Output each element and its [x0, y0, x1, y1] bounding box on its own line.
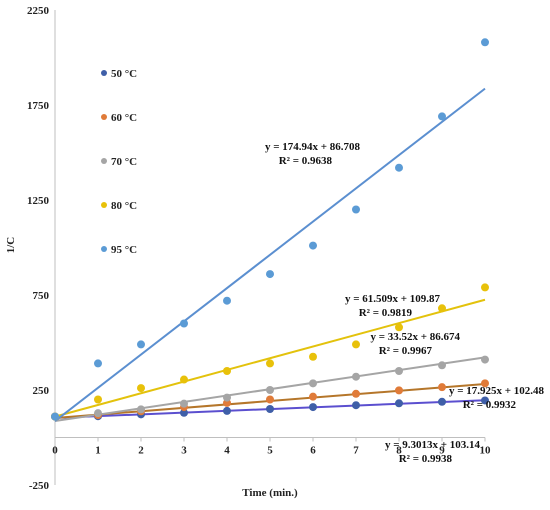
data-point	[481, 283, 489, 292]
data-point	[352, 372, 360, 381]
data-point	[180, 408, 188, 417]
x-tick-label: 7	[353, 445, 359, 457]
data-point	[352, 401, 360, 410]
data-point	[481, 396, 489, 405]
data-point	[438, 383, 446, 392]
y-tick-label: 1750	[27, 100, 50, 112]
data-point	[438, 112, 446, 121]
y-tick-label: 2250	[27, 5, 50, 17]
legend-label: 95 °C	[111, 244, 137, 256]
data-point	[309, 379, 317, 388]
trendline-equation: y = 33.52x + 86.674	[370, 331, 460, 343]
tick-labels: 0 1 2 3 4 5 6 7 8 9 10 -250 250 750 1250 1750 2250	[27, 5, 491, 492]
data-point	[94, 359, 102, 368]
data-point	[481, 38, 489, 47]
trendline-r2: R² = 0.9938	[399, 453, 453, 465]
data-point	[395, 386, 403, 395]
x-tick-label: 1	[95, 445, 101, 457]
y-tick-label: 750	[33, 290, 50, 302]
legend-marker	[101, 246, 107, 252]
x-tick-label: 4	[224, 445, 230, 457]
legend-marker	[101, 202, 107, 208]
trendline-r2: R² = 0.9638	[279, 155, 333, 167]
legend-marker	[101, 70, 107, 76]
y-tick-label: -250	[29, 480, 50, 492]
data-point	[137, 405, 145, 414]
trendline-equation: y = 9.3013x + 103.14	[385, 439, 481, 451]
x-tick-label: 3	[181, 445, 187, 457]
y-tick-label: 250	[33, 385, 50, 397]
data-point	[395, 399, 403, 408]
x-tick-label: 0	[52, 445, 58, 457]
data-point	[180, 399, 188, 408]
data-point	[481, 355, 489, 364]
data-point	[395, 367, 403, 375]
data-point	[223, 367, 231, 375]
data-point	[438, 361, 446, 370]
legend-label: 70 °C	[111, 156, 137, 168]
legend-marker	[101, 158, 107, 164]
legend-marker	[101, 114, 107, 120]
y-tick-label: 1250	[27, 195, 50, 207]
data-point	[309, 403, 317, 412]
data-point	[309, 392, 317, 401]
trendline-equation: y = 17.925x + 102.48	[449, 385, 545, 397]
data-point	[180, 375, 188, 384]
x-axis-title: Time (min.)	[242, 487, 298, 499]
trendline-equation: y = 174.94x + 86.708	[265, 141, 361, 153]
legend-label: 80 °C	[111, 200, 137, 212]
trendline-r2: R² = 0.9819	[359, 307, 413, 319]
data-point	[352, 340, 360, 349]
data-point	[266, 359, 274, 368]
data-point	[137, 340, 145, 349]
legend-label: 50 °C	[111, 68, 137, 80]
data-point	[309, 352, 317, 361]
x-tick-label: 5	[267, 445, 273, 457]
data-point	[51, 412, 59, 421]
data-point	[352, 389, 360, 398]
y-axis-title: 1/C	[5, 237, 17, 254]
data-point	[94, 409, 102, 418]
trendline	[54, 298, 486, 418]
data-point	[309, 241, 317, 250]
data-point	[223, 406, 231, 415]
data-point	[438, 304, 446, 313]
data-point	[266, 395, 274, 404]
data-point	[94, 395, 102, 404]
data-point	[352, 205, 360, 214]
axes	[54, 10, 486, 485]
legend-label: 60 °C	[111, 112, 137, 124]
trendline-r2: R² = 0.9967	[379, 345, 433, 357]
data-point	[137, 384, 145, 393]
x-tick-label: 2	[138, 445, 144, 457]
data-point	[180, 319, 188, 328]
trendline-r2: R² = 0.9932	[463, 399, 517, 411]
trendline-equation: y = 61.509x + 109.87	[345, 293, 441, 305]
data-point	[395, 163, 403, 172]
data-point	[395, 323, 403, 332]
x-tick-label: 10	[480, 445, 492, 457]
x-tick-label: 9	[439, 445, 445, 457]
data-point	[266, 386, 274, 394]
data-points	[51, 38, 489, 421]
x-tick-label: 6	[310, 445, 316, 457]
data-point	[481, 379, 489, 388]
data-point	[266, 270, 274, 279]
data-point	[223, 296, 231, 305]
data-point	[223, 393, 231, 402]
data-point	[438, 397, 446, 406]
x-tick-label: 8	[396, 445, 402, 457]
trendline-equations: y = 9.3013x + 103.14 R² = 0.9938 y = 17.92…	[265, 141, 545, 465]
legend: 50 °C 60 °C 70 °C 80 °C 95 °C	[101, 68, 137, 256]
data-point	[266, 405, 274, 413]
trendline	[54, 87, 486, 422]
